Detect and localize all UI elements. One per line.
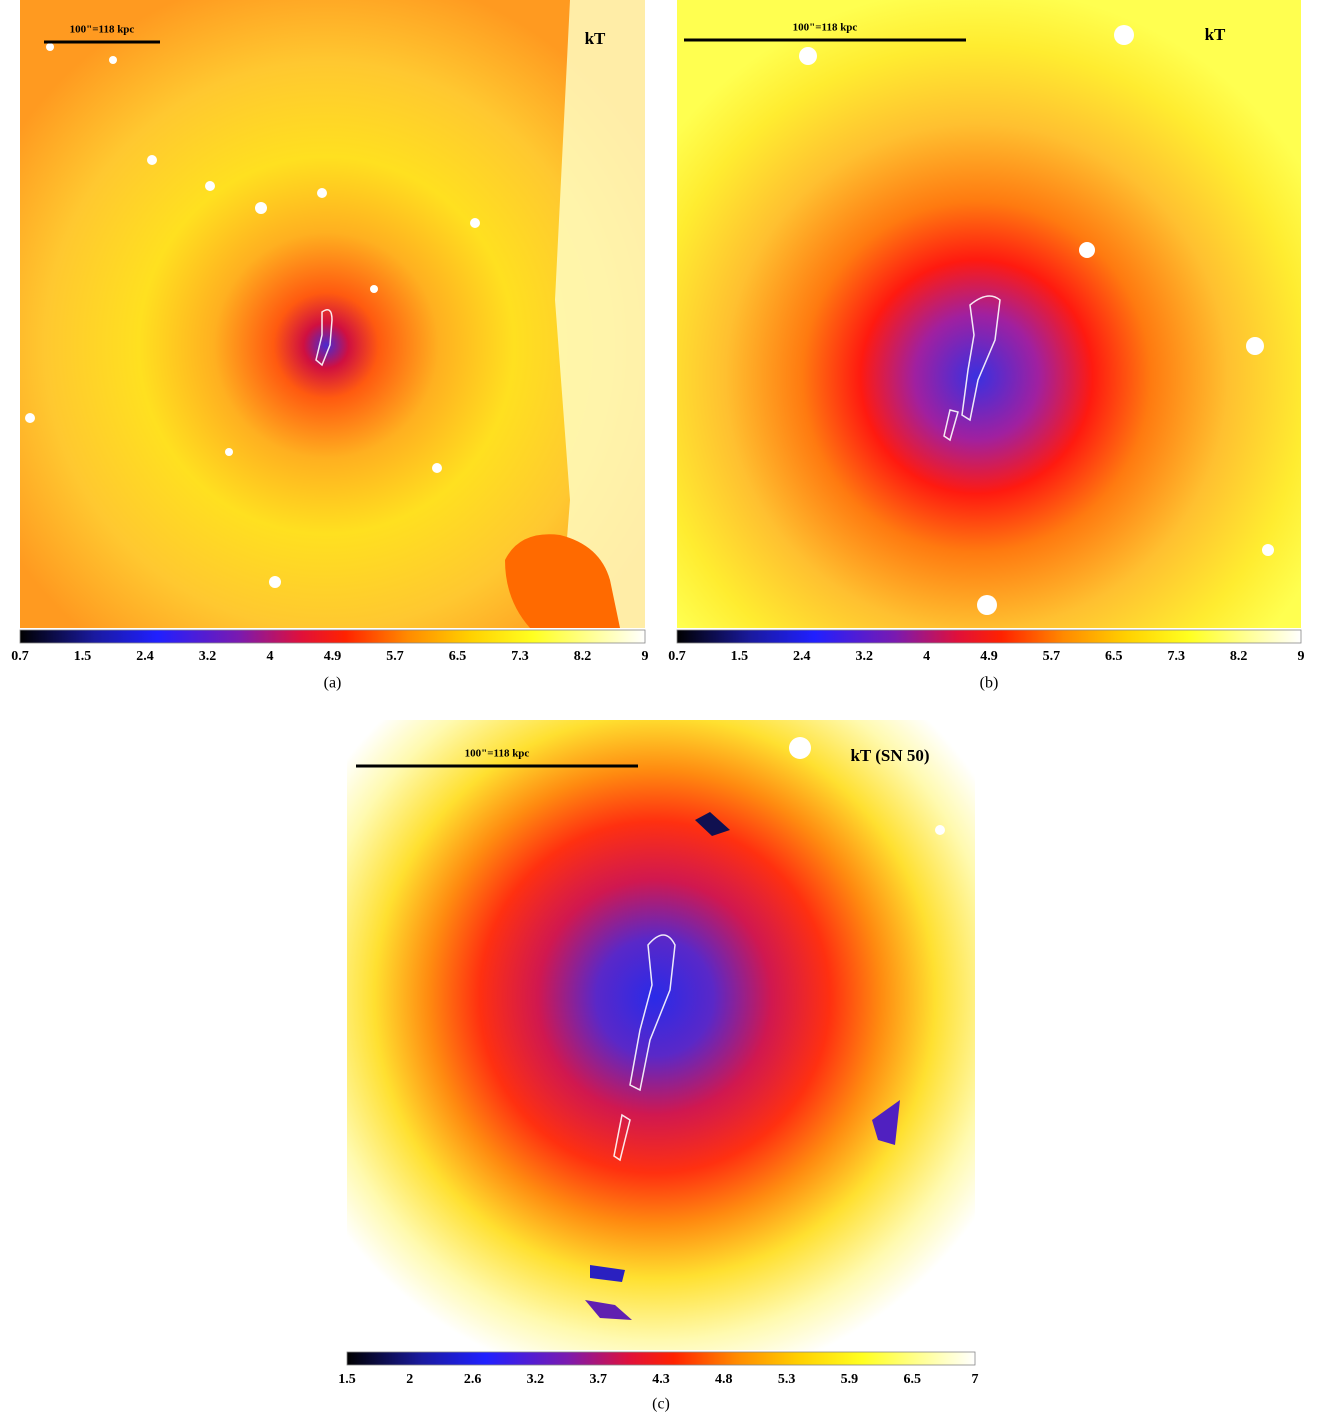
colorbar-tick-label: 4.9: [980, 649, 998, 664]
colorbar-tick-label: 7.3: [1167, 649, 1185, 664]
colorbar-tick-label: 2.4: [136, 649, 154, 664]
colorbar-tick-label: 2.4: [793, 649, 811, 664]
colorbar-tick-label: 4.8: [715, 1372, 733, 1387]
scale-label: 100"=118 kpc: [465, 748, 530, 760]
panel-label: kT (SN 50): [850, 746, 929, 765]
colorbar-tick-label: 1.5: [74, 649, 92, 664]
colorbar-tick-label: 3.2: [527, 1372, 545, 1387]
colorbar-tick-label: 9: [1298, 649, 1305, 664]
colorbar-tick-label: 5.9: [841, 1372, 859, 1387]
panel-label: kT: [1205, 25, 1226, 44]
colorbar-tick-label: 1.5: [338, 1372, 356, 1387]
radio-contours: [315, 295, 1001, 1162]
maps: [20, 0, 1301, 1350]
colorbar-tick-label: 4: [267, 649, 274, 664]
map-region: [695, 812, 730, 836]
colorbar: [19, 629, 646, 644]
colorbar-tick-label: 2: [406, 1372, 413, 1387]
colorbar-tick-label: 9: [642, 649, 649, 664]
masked-sources: [25, 25, 1274, 835]
caption: (c): [652, 1396, 670, 1413]
colorbar-tick-label: 7: [972, 1372, 979, 1387]
panel-label: kT: [585, 29, 606, 48]
colorbar-tick-label: 3.2: [855, 649, 873, 664]
caption: (a): [324, 675, 342, 692]
colorbar-tick-label: 4.9: [324, 649, 342, 664]
map-region: [590, 1265, 625, 1282]
colorbar-tick-label: 3.2: [199, 649, 217, 664]
colorbar-tick-label: 6.5: [903, 1372, 921, 1387]
scale-label: 100"=118 kpc: [70, 24, 135, 36]
colorbar-tick-label: 8.2: [574, 649, 592, 664]
map-region: [872, 1100, 900, 1145]
colorbar-tick-label: 6.5: [1105, 649, 1123, 664]
colorbar-tick-label: 4: [923, 649, 930, 664]
colorbar: [676, 629, 1302, 644]
colorbar-tick-label: 8.2: [1230, 649, 1248, 664]
caption: (b): [980, 675, 999, 692]
colorbar-tick-label: 4.3: [652, 1372, 670, 1387]
colorbar-tick-label: 6.5: [449, 649, 467, 664]
colorbar-tick-label: 2.6: [464, 1372, 482, 1387]
colorbar-tick-label: 1.5: [731, 649, 749, 664]
scale-label: 100"=118 kpc: [793, 22, 858, 34]
colorbar-tick-label: 3.7: [589, 1372, 607, 1387]
map-region: [555, 0, 645, 628]
colorbar-tick-label: 7.3: [511, 649, 529, 664]
colorbar-tick-label: 0.7: [668, 649, 686, 664]
colorbar-tick-label: 5.7: [386, 649, 404, 664]
temperature-map: [347, 720, 975, 1350]
colorbar-tick-label: 5.3: [778, 1372, 796, 1387]
colorbar-tick-label: 0.7: [11, 649, 29, 664]
map-region: [505, 534, 620, 628]
temperature-map: [677, 0, 1301, 628]
map-region: [585, 1300, 632, 1320]
colorbar: [346, 1351, 976, 1366]
colorbar-tick-label: 5.7: [1043, 649, 1061, 664]
temperature-map: [20, 0, 645, 628]
